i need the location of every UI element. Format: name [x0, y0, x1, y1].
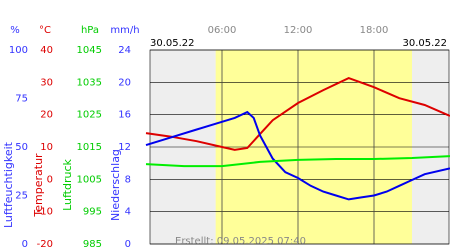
y-tick-label: 30	[40, 77, 53, 88]
y-tick-label: 24	[118, 45, 131, 56]
date-end: 30.05.22	[402, 38, 447, 49]
y-tick-label: 25	[15, 191, 28, 202]
y-tick-label: 1045	[77, 45, 102, 56]
axis-title: Temperatur	[32, 153, 45, 218]
series-line	[145, 110, 450, 201]
y-tick-label: 20	[118, 77, 131, 88]
y-tick-label: 0	[47, 174, 53, 185]
footer: Erstellt: 09.05.2025 07:40	[175, 236, 306, 247]
y-tick-label: 985	[83, 239, 102, 250]
y-tick-label: 995	[83, 207, 102, 218]
y-tick-label: 40	[40, 45, 53, 56]
y-tick-label: 100	[9, 45, 28, 56]
plot-border	[149, 49, 450, 245]
axis-title: Niederschlag	[109, 149, 122, 221]
y-tick-label: 50	[15, 142, 28, 153]
x-tick-label: 18:00	[360, 25, 389, 36]
y-tick-label: 16	[118, 110, 131, 121]
y-tick-label: 8	[125, 174, 131, 185]
y-tick-label: 75	[15, 94, 28, 105]
y-tick-label: 10	[40, 142, 53, 153]
series-line	[145, 77, 450, 151]
date-start: 30.05.22	[150, 38, 195, 49]
y-tick-label: 1005	[77, 174, 102, 185]
y-tick-label: 1025	[77, 110, 102, 121]
axis-title: Luftdruck	[61, 158, 74, 210]
y-tick-label: 12	[118, 142, 131, 153]
axis-unit: mm/h	[110, 25, 139, 36]
axis-unit: hPa	[81, 25, 99, 36]
axis-unit: %	[10, 25, 20, 36]
y-tick-label: -20	[37, 239, 53, 250]
y-tick-label: 1015	[77, 142, 102, 153]
y-tick-label: 20	[40, 110, 53, 121]
y-tick-label: 0	[125, 239, 131, 250]
axis-title: Luftfeuchtigkeit	[2, 141, 15, 228]
y-tick-label: -10	[37, 207, 53, 218]
x-tick-label: 12:00	[284, 25, 313, 36]
axis-unit: °C	[39, 25, 51, 36]
x-tick-label: 06:00	[208, 25, 237, 36]
series-line	[145, 155, 450, 168]
y-tick-label: 1035	[77, 77, 102, 88]
y-tick-label: 4	[125, 207, 131, 218]
y-tick-label: 0	[22, 239, 28, 250]
